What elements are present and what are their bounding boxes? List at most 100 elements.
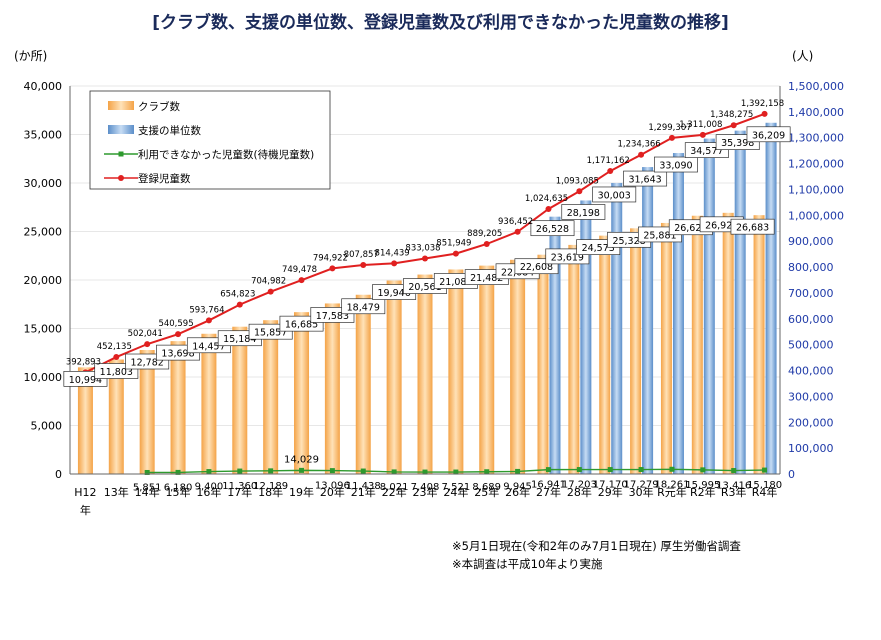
- bar-support: [611, 182, 623, 475]
- label-waiting: 15,180: [747, 480, 782, 491]
- label-registered: 1,392,158: [741, 99, 784, 109]
- point-waiting: [607, 467, 613, 473]
- label-support-box: [561, 204, 606, 220]
- label-registered: 936,452: [498, 217, 533, 227]
- label-club: 18,479: [347, 302, 380, 313]
- bar-club: [139, 350, 155, 474]
- point-registered: [267, 288, 274, 295]
- label-registered: 889,205: [467, 229, 502, 239]
- right-tick-label: 700,000: [788, 287, 834, 300]
- right-tick-label: 400,000: [788, 365, 834, 378]
- label-club-box: [730, 218, 775, 235]
- label-club: 25,881: [643, 230, 676, 241]
- x-tick-label: 28年: [567, 485, 592, 499]
- point-waiting: [700, 467, 706, 473]
- label-club: 21,085: [439, 277, 472, 288]
- bar-club: [386, 280, 402, 474]
- label-support-box: [530, 220, 575, 237]
- label-club: 23,619: [551, 252, 584, 263]
- point-waiting: [144, 469, 150, 475]
- bar-support: [765, 122, 777, 474]
- x-tick-label: 22年: [382, 485, 407, 499]
- left-tick-label: 10,000: [24, 371, 63, 384]
- label-registered: 704,982: [251, 277, 286, 287]
- point-registered: [607, 168, 614, 175]
- label-support: 35,398: [721, 138, 754, 149]
- lines: [82, 110, 768, 475]
- label-waiting: 9,400: [195, 482, 224, 493]
- label-registered: 749,478: [282, 265, 317, 275]
- right-tick-label: 1,400,000: [788, 106, 844, 119]
- label-registered: 814,439: [375, 248, 410, 258]
- point-registered: [761, 110, 768, 117]
- label-waiting: 15,995: [685, 480, 720, 491]
- label-waiting: 14,029: [284, 454, 319, 465]
- label-waiting: 13,416: [716, 481, 751, 492]
- left-tick-label: 40,000: [24, 80, 63, 93]
- label-support: 28,198: [567, 208, 600, 219]
- label-support-box: [746, 126, 791, 143]
- point-registered: [329, 265, 336, 272]
- label-waiting: 17,279: [624, 480, 659, 491]
- right-tick-label: 800,000: [788, 261, 834, 274]
- label-waiting: 16,941: [531, 480, 566, 491]
- bar-club: [599, 235, 611, 474]
- label-club: 15,857: [254, 328, 287, 339]
- point-waiting: [299, 467, 305, 473]
- left-tick-label: 0: [55, 468, 62, 481]
- label-registered: 794,922: [313, 253, 348, 263]
- point-waiting: [360, 468, 366, 474]
- x-tick-label: R4年: [752, 485, 778, 499]
- label-club: 10,994: [69, 375, 102, 386]
- x-tick-label: 15年: [166, 485, 191, 499]
- data-labels: 10,99411,80312,78213,69814,45715,18415,8…: [63, 99, 791, 493]
- label-registered: 851,949: [436, 239, 471, 249]
- right-tick-label: 200,000: [788, 416, 834, 429]
- left-tick-label: 35,000: [24, 129, 63, 142]
- right-tick-label: 1,300,000: [788, 132, 844, 145]
- label-support: 30,003: [598, 190, 631, 201]
- right-tick-label: 100,000: [788, 442, 834, 455]
- label-registered: 452,135: [97, 342, 132, 352]
- label-club: 26,625: [674, 223, 707, 234]
- x-tick-label: 18年: [258, 485, 283, 499]
- bar-club: [170, 341, 186, 474]
- label-club: 19,946: [378, 288, 411, 299]
- label-club: 16,685: [285, 320, 318, 331]
- label-club: 13,698: [161, 349, 194, 360]
- bar-club: [294, 312, 310, 474]
- right-tick-label: 0: [788, 468, 795, 481]
- right-tick-label: 1,000,000: [788, 209, 844, 222]
- point-registered: [113, 354, 120, 361]
- bar-club: [417, 274, 433, 474]
- label-waiting: 11,360: [222, 481, 257, 492]
- label-waiting: 13,096: [315, 481, 350, 492]
- label-waiting: 8,689: [472, 482, 501, 493]
- point-registered: [514, 228, 521, 235]
- label-registered: 1,093,085: [556, 176, 599, 186]
- point-registered: [576, 188, 583, 195]
- label-registered: 833,038: [405, 244, 440, 254]
- point-waiting: [545, 467, 551, 473]
- point-waiting: [731, 468, 737, 474]
- point-waiting: [206, 469, 212, 475]
- x-tick-label: 17年: [227, 485, 252, 499]
- left-tick-label: 15,000: [24, 323, 63, 336]
- point-waiting: [453, 469, 459, 475]
- legend-label: クラブ数: [138, 100, 180, 113]
- label-club: 26,925: [705, 220, 738, 231]
- label-support: 36,209: [752, 130, 785, 141]
- legend-swatch: [108, 101, 134, 110]
- point-registered: [391, 260, 398, 267]
- legend-label: 利用できなかった児童数(待機児童数): [138, 148, 314, 161]
- point-registered: [730, 122, 737, 129]
- label-registered: 540,595: [158, 319, 193, 329]
- right-tick-label: 500,000: [788, 339, 834, 352]
- bar-club: [753, 215, 765, 474]
- x-tick-label: 19年: [289, 485, 314, 499]
- right-tick-label: 1,500,000: [788, 80, 844, 93]
- left-tick-label: 30,000: [24, 177, 63, 190]
- bar-support: [672, 153, 684, 475]
- label-registered: 502,041: [128, 329, 163, 339]
